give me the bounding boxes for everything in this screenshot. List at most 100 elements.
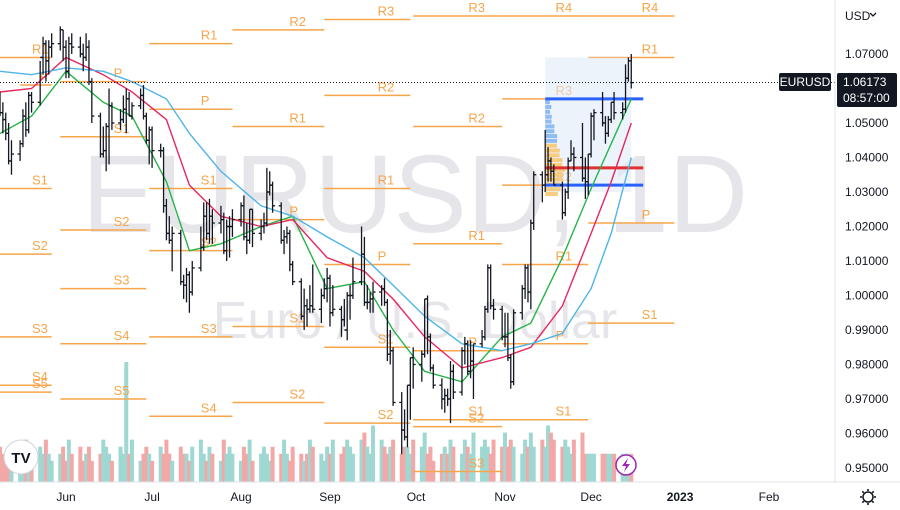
currency-label: USD bbox=[845, 9, 871, 23]
volume-bar bbox=[411, 439, 416, 482]
currency-menu[interactable]: USD bbox=[845, 9, 877, 23]
volume-profile-row bbox=[545, 129, 555, 134]
volume-bar bbox=[310, 446, 315, 482]
volume-bar bbox=[210, 453, 215, 482]
volume-bar bbox=[551, 439, 556, 482]
volume-bar bbox=[465, 446, 470, 482]
volume-profile-row bbox=[545, 167, 566, 172]
volume-bar bbox=[61, 446, 66, 482]
volume-bar bbox=[609, 453, 614, 482]
volume-bar bbox=[505, 446, 510, 482]
volume-bar bbox=[402, 446, 407, 482]
volume-bar bbox=[38, 446, 43, 482]
candle bbox=[69, 33, 75, 54]
volume-bar bbox=[388, 446, 393, 482]
volume-bar bbox=[29, 460, 34, 482]
pivot-label: R1 bbox=[289, 110, 306, 125]
moving-average-line bbox=[0, 67, 632, 352]
volume-bar bbox=[244, 453, 249, 482]
volume-bar bbox=[49, 460, 54, 482]
candle bbox=[390, 347, 396, 406]
pivot-label: P bbox=[201, 93, 210, 108]
volume-bar bbox=[425, 453, 430, 482]
tradingview-logo[interactable]: TV bbox=[3, 439, 39, 475]
pivot-label: R2 bbox=[468, 110, 485, 125]
chart-settings-button[interactable] bbox=[860, 489, 876, 505]
candle bbox=[410, 347, 416, 389]
volume-bar bbox=[261, 446, 266, 482]
volume-bar bbox=[282, 439, 287, 482]
watermark-ticker: EURUSD, 1D bbox=[82, 133, 748, 256]
volume-bar bbox=[482, 439, 487, 482]
time-scale-labels: Jun Jul Aug Sep Oct Nov Dec 2023 Feb bbox=[56, 490, 779, 504]
time-tick-label: Oct bbox=[407, 490, 426, 504]
pivot-label: S1 bbox=[289, 311, 305, 326]
volume-bar bbox=[580, 432, 585, 482]
volume-bar bbox=[270, 446, 275, 482]
price-tick-label: 1.05000 bbox=[845, 116, 889, 130]
volume-bar bbox=[359, 439, 364, 482]
pivot-label: S4 bbox=[32, 369, 48, 384]
chevron-down-icon bbox=[869, 12, 877, 17]
volume-bar bbox=[488, 453, 493, 482]
volume-bar bbox=[368, 453, 373, 482]
volume-bar bbox=[127, 453, 132, 482]
volume-bar bbox=[445, 453, 450, 482]
price-tick-label: 0.97000 bbox=[845, 392, 889, 406]
pivot-label: P bbox=[556, 328, 565, 343]
pivot-label: R3 bbox=[378, 4, 395, 19]
price-scale[interactable]: 0.95000 0.96000 0.97000 0.98000 0.99000 1.000… bbox=[834, 0, 900, 482]
volume-bar bbox=[546, 425, 551, 482]
candle bbox=[310, 264, 316, 313]
gear-icon bbox=[862, 491, 874, 503]
pivot-label: S3 bbox=[201, 321, 217, 336]
time-scale[interactable]: Jun Jul Aug Sep Oct Nov Dec 2023 Feb bbox=[0, 481, 900, 510]
pivot-label: P bbox=[642, 207, 651, 222]
volume-bar bbox=[350, 453, 355, 482]
price-tick-label: 1.03000 bbox=[845, 185, 889, 199]
volume-bar bbox=[250, 460, 255, 482]
volume-bar bbox=[78, 446, 83, 482]
volume-bar bbox=[267, 460, 272, 482]
pivot-label: S2 bbox=[289, 386, 305, 401]
candle bbox=[430, 364, 436, 389]
candle bbox=[189, 261, 195, 296]
volume-bar bbox=[571, 439, 576, 482]
volume-bar bbox=[540, 439, 545, 482]
pivot-label: S5 bbox=[114, 383, 130, 398]
pivot-label: P bbox=[289, 204, 298, 219]
pivot-label: S1 bbox=[114, 121, 130, 136]
volume-bar bbox=[147, 453, 152, 482]
volume-bar bbox=[198, 439, 203, 482]
pivot-label: S2 bbox=[32, 238, 48, 253]
volume-bar bbox=[563, 439, 568, 482]
volume-bar bbox=[523, 439, 528, 482]
volume-bar bbox=[419, 446, 424, 482]
pivot-label: S5 bbox=[32, 376, 48, 391]
volume-bar bbox=[84, 453, 89, 482]
volume-bar bbox=[107, 453, 112, 482]
last-price-value: 1.06173 bbox=[843, 75, 887, 89]
volume-bar bbox=[218, 460, 223, 482]
volume-profile-row bbox=[545, 100, 550, 105]
candle bbox=[109, 102, 115, 130]
volume-bar bbox=[118, 446, 123, 482]
volume-bar bbox=[560, 446, 565, 482]
volume-bar bbox=[330, 439, 335, 482]
candle bbox=[250, 208, 256, 248]
volume-bar bbox=[129, 439, 134, 482]
volume-bar bbox=[302, 460, 307, 482]
pivot-label: R1 bbox=[378, 173, 395, 188]
lightning-icon[interactable] bbox=[615, 454, 637, 476]
volume-bar bbox=[69, 453, 74, 482]
volume-profile-row bbox=[545, 158, 563, 163]
volume-bar bbox=[528, 432, 533, 482]
candle bbox=[229, 209, 235, 237]
volume-bar bbox=[339, 453, 344, 482]
time-tick-label: Jul bbox=[144, 490, 159, 504]
pivot-label: S1 bbox=[201, 173, 217, 188]
candle bbox=[370, 281, 376, 313]
volume-bar bbox=[319, 453, 324, 482]
pivot-label: S1 bbox=[642, 307, 658, 322]
